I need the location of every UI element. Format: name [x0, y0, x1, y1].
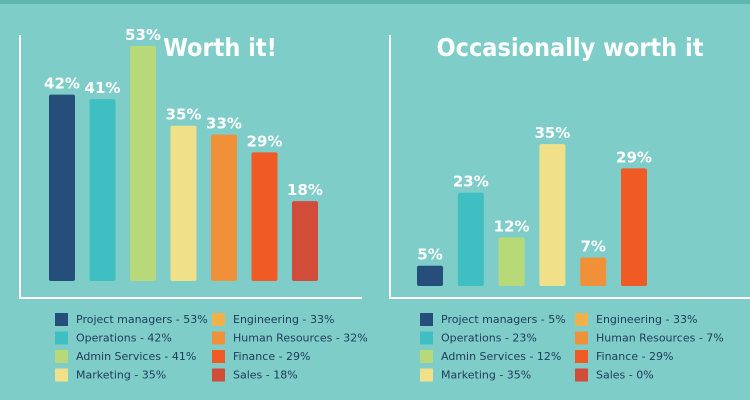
bar	[580, 257, 607, 286]
bar	[292, 201, 318, 281]
legend-label: Sales - 18%	[233, 369, 298, 382]
chart-title: Occasionally worth it	[437, 33, 704, 62]
legend-swatch	[420, 350, 433, 363]
legend-swatch	[55, 331, 68, 345]
legend-swatch	[212, 350, 225, 363]
value-label: 5%	[417, 246, 442, 264]
bar	[457, 192, 484, 286]
chart-title: Worth it!	[163, 33, 277, 62]
bar	[417, 265, 443, 286]
legend-swatch	[55, 350, 68, 363]
legend-swatch	[55, 313, 68, 326]
legend-label: Engineering - 33%	[233, 313, 334, 326]
legend-label: Engineering - 33%	[596, 313, 697, 326]
value-label: 35%	[166, 106, 202, 124]
bar	[130, 45, 156, 281]
legend-label: Operations - 23%	[441, 332, 537, 345]
legend-swatch	[420, 313, 433, 326]
legend-label: Project managers - 5%	[441, 313, 566, 326]
bar	[49, 94, 75, 281]
legend-label: Admin Services - 41%	[76, 350, 196, 363]
legend-swatch	[575, 350, 588, 363]
legend-swatch	[575, 331, 588, 345]
bar	[170, 125, 197, 282]
legend-swatch	[420, 331, 433, 345]
bar	[498, 237, 525, 286]
legend-label: Sales - 0%	[596, 369, 654, 382]
value-label: 35%	[534, 124, 570, 142]
axis	[389, 35, 750, 299]
top-strip	[0, 0, 750, 4]
value-label: 29%	[247, 132, 283, 150]
legend-swatch	[575, 368, 588, 382]
value-label: 29%	[616, 148, 652, 166]
bar	[89, 99, 116, 281]
legend-label: Admin Services - 12%	[441, 350, 561, 363]
bar	[211, 134, 237, 281]
legend-swatch	[212, 313, 225, 326]
value-label: 18%	[287, 181, 323, 199]
value-label: 42%	[44, 75, 80, 93]
legend-label: Finance - 29%	[596, 350, 674, 363]
legend-swatch	[575, 313, 588, 326]
bar	[251, 152, 278, 281]
legend-label: Project managers - 53%	[76, 313, 208, 326]
bar	[539, 144, 566, 286]
value-label: 53%	[125, 26, 161, 44]
legend-label: Human Resources - 32%	[233, 332, 368, 345]
value-label: 33%	[206, 115, 242, 133]
legend-label: Operations - 42%	[76, 332, 172, 345]
bar	[621, 168, 647, 286]
value-label: 12%	[494, 217, 530, 235]
legend-label: Human Resources - 7%	[596, 332, 724, 345]
value-label: 7%	[580, 238, 605, 256]
value-label: 41%	[85, 79, 121, 97]
legend-swatch	[212, 331, 225, 345]
legend-label: Finance - 29%	[233, 350, 311, 363]
legend-swatch	[212, 368, 225, 382]
value-label: 23%	[453, 173, 489, 191]
legend-swatch	[55, 368, 68, 382]
legend-swatch	[420, 368, 433, 382]
axis	[19, 35, 362, 299]
legend-label: Marketing - 35%	[76, 369, 166, 382]
legend-label: Marketing - 35%	[441, 369, 531, 382]
